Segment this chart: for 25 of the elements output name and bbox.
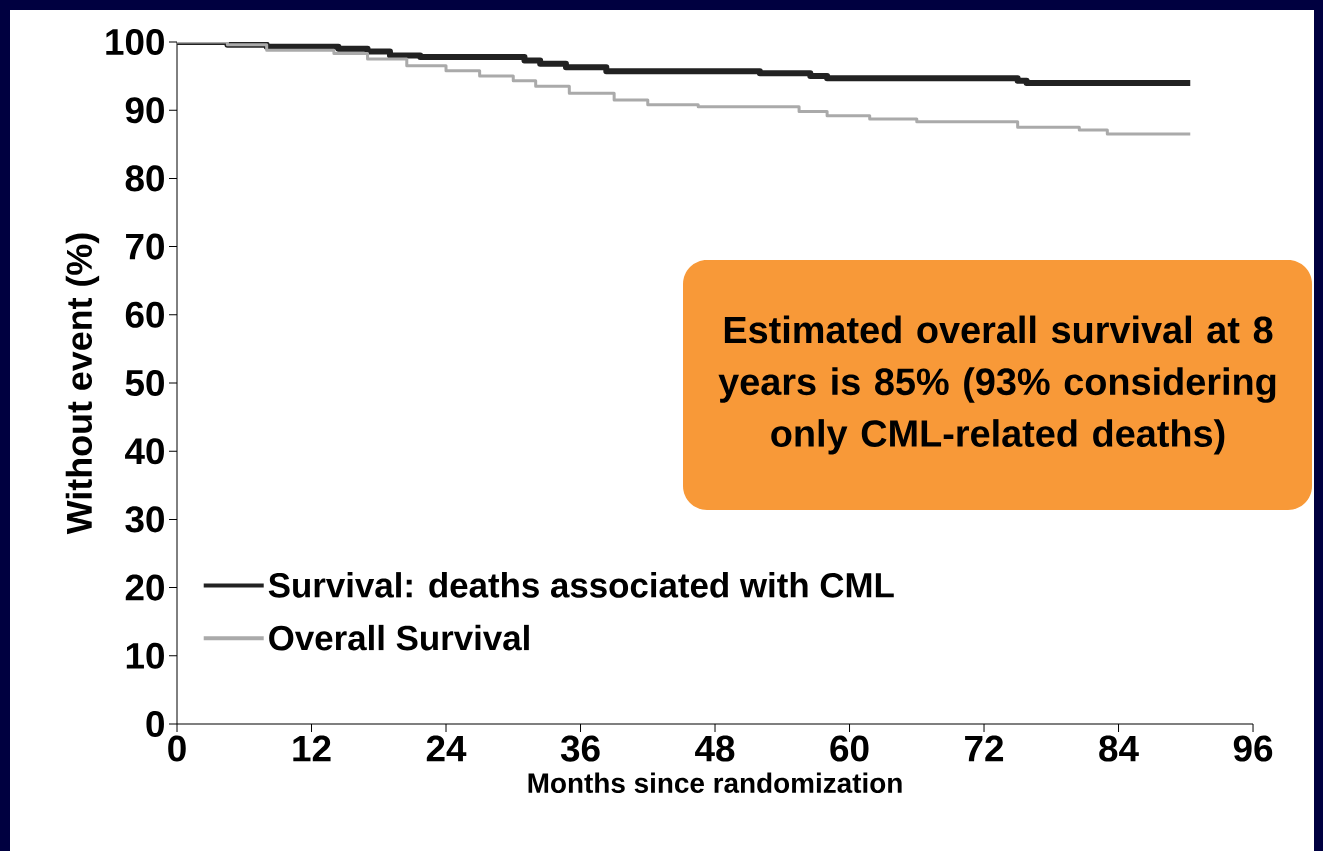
y-tick-label: 60 bbox=[125, 301, 164, 328]
y-tick-label: 20 bbox=[125, 574, 164, 601]
x-tick-label: 48 bbox=[695, 735, 735, 762]
x-tick-label: 84 bbox=[1099, 735, 1139, 762]
x-tick-label: 72 bbox=[965, 735, 1004, 762]
x-tick-label: 36 bbox=[560, 735, 600, 762]
y-tick-label: 100 bbox=[106, 28, 164, 56]
x-axis-title: Months since randomization bbox=[528, 772, 902, 793]
legend-label: Survival: deaths associated with CML bbox=[268, 572, 894, 598]
legend-label: Overall Survival bbox=[269, 624, 529, 651]
x-tick-label: 0 bbox=[168, 735, 186, 762]
y-tick-label: 50 bbox=[125, 369, 164, 397]
x-tick-label: 96 bbox=[1233, 735, 1273, 762]
y-tick-label: 30 bbox=[125, 506, 164, 533]
x-tick-label: 12 bbox=[293, 735, 331, 762]
x-tick-label: 60 bbox=[830, 735, 869, 762]
y-tick-label: 40 bbox=[125, 438, 164, 465]
annotation: Estimated overall survival at 8 years is 85% (93% considering only CML-related deaths) bbox=[718, 315, 1276, 455]
x-tick-label: 24 bbox=[426, 735, 467, 762]
y-tick-label: 0 bbox=[146, 710, 164, 738]
y-tick-label: 70 bbox=[126, 233, 164, 260]
y-axis-title: Without event (%) bbox=[65, 233, 100, 535]
y-tick-label: 90 bbox=[125, 97, 164, 124]
y-tick-label: 10 bbox=[126, 642, 164, 669]
y-tick-label: 80 bbox=[125, 165, 164, 192]
